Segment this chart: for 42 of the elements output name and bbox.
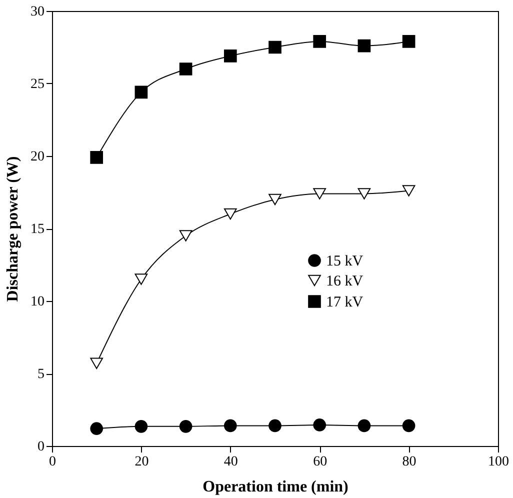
y-tick-label: 0 — [38, 440, 44, 454]
point — [358, 419, 371, 432]
legend-label: 17 kV — [326, 294, 364, 310]
y-axis-title: Discharge power (W) — [4, 156, 22, 302]
legend-label: 16 kV — [326, 274, 364, 290]
x-tick-label: 20 — [134, 454, 149, 470]
x-tick-label: 60 — [313, 454, 328, 470]
point — [224, 208, 237, 220]
x-tick-label: 0 — [49, 454, 56, 470]
point — [134, 86, 148, 99]
point — [179, 62, 192, 76]
y-tick-label: 15 — [30, 222, 44, 237]
y-tick-label: 10 — [30, 294, 44, 310]
point — [90, 422, 104, 436]
point — [313, 35, 326, 48]
point — [134, 274, 148, 285]
point — [268, 194, 282, 206]
point — [402, 35, 416, 48]
point — [90, 358, 104, 369]
point — [179, 230, 192, 242]
point — [402, 185, 416, 196]
y-tick-label: 30 — [30, 4, 44, 20]
point — [402, 419, 416, 432]
point — [134, 420, 148, 433]
x-tick-label: 80 — [402, 454, 416, 470]
point — [358, 188, 371, 200]
point — [358, 39, 371, 52]
point — [224, 50, 237, 62]
point — [313, 188, 326, 200]
x-axis-title: Operation time (min) — [202, 478, 348, 496]
point — [268, 419, 282, 432]
x-tick-label: 40 — [224, 454, 238, 470]
point — [90, 151, 104, 164]
legend-label: 15 kV — [326, 254, 364, 270]
point — [179, 420, 192, 433]
y-tick-label: 5 — [38, 367, 44, 382]
y-tick-label: 20 — [30, 150, 44, 164]
point — [224, 419, 237, 432]
x-tick-label: 100 — [488, 454, 509, 470]
point — [268, 40, 282, 54]
y-tick-label: 25 — [30, 77, 44, 92]
point — [313, 418, 326, 432]
